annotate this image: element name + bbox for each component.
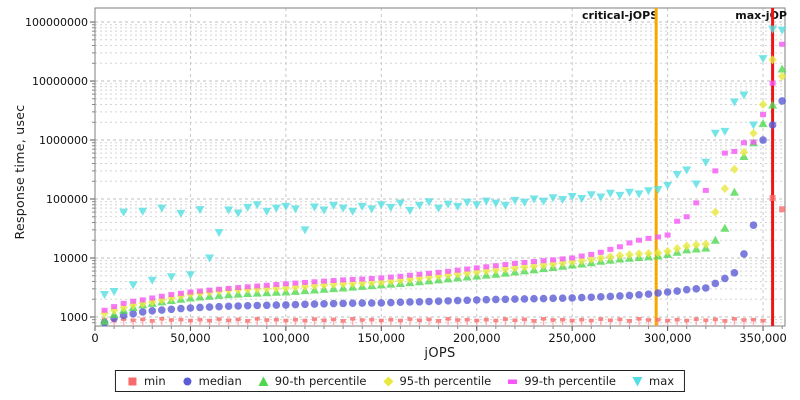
x-tick-label: 200,000 — [453, 331, 501, 345]
legend-item-99-th-percentile: 99-th percentile — [506, 374, 616, 388]
y-tick-label: 100000000 — [25, 16, 88, 29]
plot-area: 1000 10000 100000 1000000 10000000 100000000 0… — [25, 7, 787, 345]
legend-label: max — [648, 374, 675, 388]
y-tick-label: 10000000 — [32, 75, 88, 88]
y-axis-title: Response time, usec — [12, 104, 27, 240]
x-tick-label: 250,000 — [548, 331, 596, 345]
x-tick-label: 150,000 — [358, 331, 406, 345]
legend-item-min: min — [126, 374, 166, 388]
x-tick-label: 0 — [91, 331, 98, 345]
legend-label: 90-th percentile — [274, 374, 367, 388]
x-axis-title: jOPS — [424, 346, 456, 361]
y-tick-label: 1000 — [60, 311, 88, 324]
legend-label: 95-th percentile — [399, 374, 492, 388]
x-tick-label: 100,000 — [262, 331, 310, 345]
legend: min median 90-th percentile 95-th percentil… — [114, 370, 686, 392]
series-max — [100, 25, 786, 300]
legend-marker-diamond-icon — [381, 375, 394, 388]
legend-marker-triangle-up-icon — [257, 375, 270, 388]
legend-item-median: median — [181, 374, 242, 388]
x-tick-label: 350,000 — [739, 331, 787, 345]
legend-label: min — [143, 374, 166, 388]
legend-item-95-th-percentile: 95-th percentile — [381, 374, 491, 388]
series-layer — [100, 25, 786, 327]
y-tick-label: 100000 — [46, 193, 88, 206]
legend-marker-square-icon — [506, 375, 519, 388]
legend-marker-square-stem-icon — [126, 375, 139, 388]
x-tick-label: 300,000 — [644, 331, 692, 345]
legend-label: 99-th percentile — [524, 374, 616, 388]
legend-marker-triangle-down-icon — [631, 375, 644, 388]
y-tick-label: 10000 — [53, 252, 88, 265]
x-tick-label: 50,000 — [170, 331, 210, 345]
legend-marker-circle-icon — [181, 375, 194, 388]
legend-item-90-th-percentile: 90-th percentile — [257, 374, 367, 388]
y-tick-label: 1000000 — [39, 134, 88, 147]
series-99-th-percentile — [101, 41, 786, 313]
max-jops-label: max-jOP — [735, 9, 787, 22]
critical-jops-label: critical-jOPS — [582, 9, 658, 22]
plot-border — [94, 7, 786, 327]
legend-label: median — [198, 374, 242, 388]
legend-item-max: max — [631, 374, 674, 388]
